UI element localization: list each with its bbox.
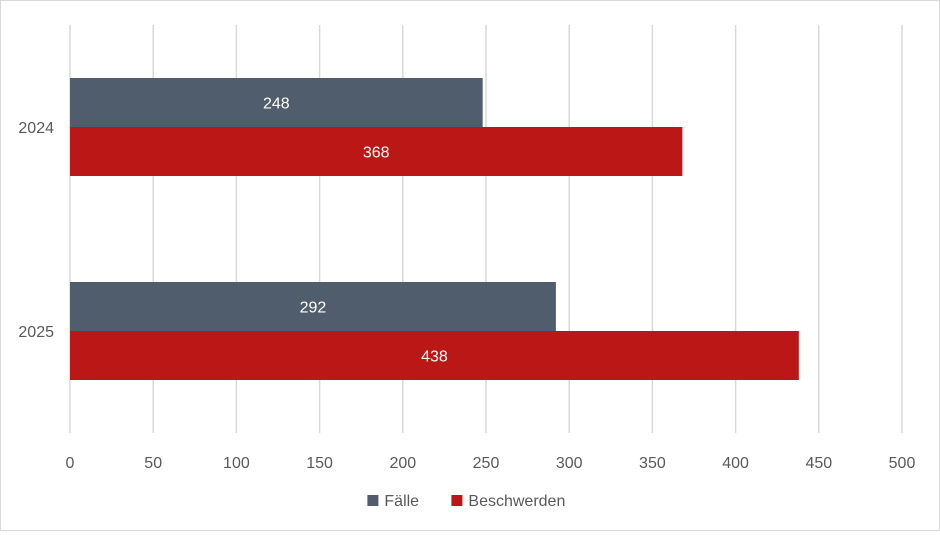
x-tick-label: 150: [306, 455, 333, 472]
category-label: 2025: [18, 324, 54, 341]
axes: 0 50 100 150 200 250 300 350 400 450 500 2024 2025: [18, 120, 915, 472]
x-tick-label: 250: [473, 455, 500, 472]
x-tick-label: 450: [805, 455, 832, 472]
bar-fälle-2025: [70, 282, 556, 331]
x-tick-label: 0: [66, 455, 75, 472]
x-tick-label: 300: [556, 455, 583, 472]
bar-fälle-2024: [70, 78, 483, 127]
x-tick-label: 50: [144, 455, 162, 472]
legend-label: Beschwerden: [468, 493, 565, 510]
bars: 248 368 292 438: [70, 78, 799, 380]
x-tick-label: 400: [722, 455, 749, 472]
x-tick-label: 500: [889, 455, 916, 472]
legend-label: Fälle: [384, 493, 419, 510]
data-label: 438: [421, 349, 448, 366]
x-tick-label: 100: [223, 455, 250, 472]
category-label: 2024: [18, 120, 54, 137]
x-tick-label: 350: [639, 455, 666, 472]
bar-beschwerden-2024: [70, 127, 683, 176]
data-label: 248: [263, 96, 290, 113]
legend-swatch-beschwerden: [451, 495, 463, 506]
legend: Fälle Beschwerden: [367, 493, 565, 510]
x-tick-label: 200: [389, 455, 416, 472]
legend-swatch-fälle: [367, 495, 379, 506]
bar-beschwerden-2025: [70, 331, 799, 380]
data-label: 292: [300, 300, 327, 317]
data-label: 368: [363, 145, 390, 162]
